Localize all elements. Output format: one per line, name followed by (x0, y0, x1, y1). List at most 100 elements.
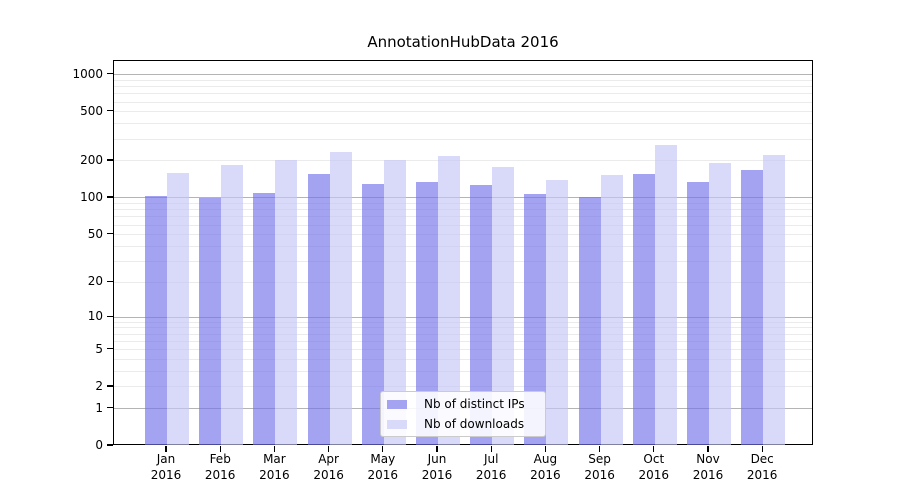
x-tick (273, 445, 275, 452)
gridline-minor (114, 333, 812, 335)
y-tick (107, 196, 113, 198)
y-tick-label: 2 (95, 378, 103, 393)
bar-nb-of-distinct-ips-feb (199, 197, 222, 445)
x-tick (436, 445, 438, 452)
bar-nb-of-distinct-ips-jul (470, 184, 493, 445)
gridline-minor (114, 79, 812, 81)
bar-nb-of-distinct-ips-may (361, 183, 384, 445)
plot-area (113, 60, 813, 445)
x-tick-month: Nov (696, 452, 720, 466)
bar-nb-of-distinct-ips-jan (145, 196, 167, 445)
gridline-minor (114, 327, 812, 329)
y-tick (107, 348, 113, 350)
gridline-minor (114, 281, 812, 283)
legend: Nb of distinct IPs Nb of downloads (380, 391, 546, 437)
gridline-minor (114, 216, 812, 218)
x-tick-month: Feb (209, 452, 231, 466)
x-tick-year: 2016 (638, 467, 670, 482)
legend-item-downloads: Nb of downloads (387, 416, 537, 433)
x-tick-month: Jul (483, 452, 499, 466)
gridline-minor (114, 340, 812, 342)
x-tick-month: Oct (643, 452, 665, 466)
y-tick-label: 500 (80, 103, 103, 118)
bar-nb-of-distinct-ips-nov (687, 181, 709, 445)
bar-nb-of-downloads-sep (600, 174, 623, 445)
bar-nb-of-distinct-ips-jun (416, 181, 438, 445)
bar-nb-of-downloads-jun (438, 155, 460, 445)
y-tick-label: 5 (95, 341, 103, 356)
gridline-minor (114, 224, 812, 226)
bar-nb-of-distinct-ips-sep (578, 196, 601, 445)
bar-nb-of-downloads-aug (546, 179, 569, 445)
x-tick-label-jun: Jun 2016 (407, 452, 467, 483)
bar-nb-of-distinct-ips-oct (632, 173, 655, 445)
x-tick-month: May (370, 452, 396, 466)
y-tick (107, 110, 113, 112)
x-tick-year: 2016 (584, 467, 615, 482)
gridline-minor (114, 321, 812, 323)
gridline-major (114, 74, 812, 76)
x-tick-year: 2016 (530, 467, 561, 482)
x-tick-label-mar: Mar 2016 (244, 452, 304, 483)
x-tick (707, 445, 709, 452)
gridline-minor (114, 86, 812, 88)
bar-nb-of-distinct-ips-dec (741, 170, 764, 445)
legend-item-distinct-ips: Nb of distinct IPs (387, 396, 537, 413)
x-tick-year: 2016 (367, 467, 399, 482)
y-tick-label: 100 (80, 189, 103, 204)
gridline-minor (114, 138, 812, 140)
x-tick-month: Jun (427, 452, 447, 466)
legend-label-downloads: Nb of downloads (424, 417, 525, 431)
x-tick-year: 2016 (313, 467, 344, 482)
x-tick (219, 445, 221, 452)
y-tick (107, 73, 113, 75)
y-tick-label: 10 (87, 309, 103, 324)
legend-swatch-distinct-ips-icon (387, 399, 407, 409)
bar-nb-of-downloads-mar (275, 160, 298, 445)
x-tick-year: 2016 (204, 467, 236, 482)
bar-nb-of-downloads-jan (167, 172, 189, 445)
x-tick-year: 2016 (746, 467, 778, 482)
bar-nb-of-downloads-jul (492, 166, 515, 445)
x-tick-year: 2016 (150, 467, 182, 482)
x-tick-month: Aug (533, 452, 558, 466)
gridline-minor (114, 370, 812, 372)
x-tick-month: Apr (318, 452, 339, 466)
bar-nb-of-distinct-ips-mar (253, 192, 276, 445)
y-tick (107, 159, 113, 161)
x-tick-label-nov: Nov 2016 (678, 452, 738, 483)
gridline-minor (114, 234, 812, 236)
y-tick-label: 0 (95, 438, 103, 452)
y-tick (107, 315, 113, 317)
chart-title: AnnotationHubData 2016 (367, 33, 559, 51)
x-tick (653, 445, 655, 452)
x-tick-label-apr: Apr 2016 (299, 452, 359, 483)
x-tick-label-jan: Jan 2016 (136, 452, 196, 483)
y-tick-label: 200 (80, 152, 103, 167)
bar-nb-of-downloads-apr (329, 151, 352, 445)
x-tick-year: 2016 (692, 467, 724, 482)
y-tick-label: 1000 (72, 66, 103, 81)
x-tick-label-feb: Feb 2016 (190, 452, 250, 483)
x-tick-month: Mar (263, 452, 286, 466)
y-tick (107, 385, 113, 387)
legend-label-distinct-ips: Nb of distinct IPs (424, 397, 525, 411)
x-tick-month: Sep (588, 452, 611, 466)
y-tick (107, 280, 113, 282)
x-tick-label-jul: Jul 2016 (461, 452, 521, 483)
gridline-minor (114, 111, 812, 113)
x-tick (490, 445, 492, 452)
x-tick-label-may: May 2016 (353, 452, 413, 483)
gridline-minor (114, 123, 812, 125)
x-tick (165, 445, 167, 452)
gridline-minor (114, 160, 812, 162)
gridline-minor (114, 93, 812, 95)
bar-nb-of-downloads-feb (221, 165, 244, 445)
x-tick (761, 445, 763, 452)
x-tick-year: 2016 (259, 467, 290, 482)
x-tick-label-oct: Oct 2016 (624, 452, 684, 483)
y-tick-label: 1 (95, 400, 103, 415)
legend-swatch-downloads-icon (387, 419, 407, 429)
x-tick-label-dec: Dec 2016 (732, 452, 792, 483)
x-tick-year: 2016 (421, 467, 453, 482)
